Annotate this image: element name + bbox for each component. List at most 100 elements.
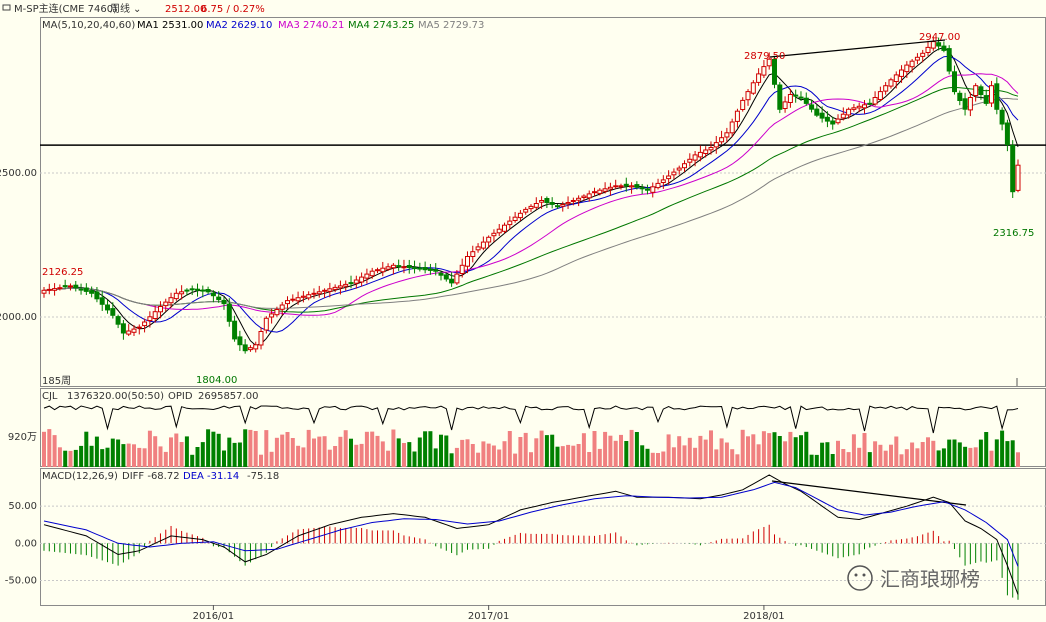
candle-body [692, 154, 698, 161]
candle-body [385, 266, 391, 270]
candle-body [173, 292, 179, 300]
volume-bar [867, 452, 872, 467]
volume-bar [465, 439, 470, 467]
candle-body [480, 241, 486, 249]
candle-body [184, 289, 190, 292]
macd-legend: MACD(12,26,9) DIFF -68.72 DEA -31.14 -75… [42, 471, 279, 482]
volume-bar [52, 435, 57, 467]
volume-bar [624, 441, 629, 467]
candle-body [793, 94, 799, 97]
candle-body [682, 163, 687, 169]
volume-bar [603, 431, 608, 467]
candle-body [708, 147, 714, 151]
candle-body [348, 282, 354, 285]
volume-bar [73, 449, 78, 467]
volume-bar [687, 437, 692, 467]
candle-body [364, 273, 370, 279]
volume-bar [476, 452, 481, 467]
volume-bar [518, 437, 523, 467]
candle-body [925, 46, 931, 54]
volume-bar [777, 436, 782, 467]
candle-body [62, 285, 68, 288]
candle-body [465, 256, 470, 267]
candle-body [819, 112, 825, 119]
candle-body [68, 285, 73, 288]
candle-body [1010, 144, 1016, 193]
volume-bar [338, 436, 343, 467]
candle-body [115, 316, 121, 325]
candle-body [253, 344, 259, 350]
volume-bar [497, 449, 502, 467]
candle-body [131, 328, 137, 333]
candle-body [994, 83, 1000, 110]
candle-body [523, 208, 529, 213]
volume-bar [952, 439, 957, 467]
candle-body [528, 205, 534, 210]
candle-body [989, 85, 994, 104]
candle-body [549, 202, 555, 205]
macd-tick-label: 50.00 [8, 501, 37, 512]
volume-bar [645, 448, 650, 467]
candle-body [375, 269, 380, 272]
volume-bar [820, 442, 825, 467]
candle-body [544, 198, 550, 203]
volume-bar [539, 430, 544, 467]
macd-hist: -75.18 [247, 471, 279, 482]
watermark-text: 汇商琅琊榜 [880, 567, 980, 591]
volume-bar [814, 454, 819, 467]
volume-bar [169, 437, 173, 467]
macd-dea-line [43, 481, 1019, 567]
candle-body [687, 158, 693, 163]
price-tick-2500: 2500.00 [0, 168, 37, 179]
high2-label: 2947.00 [919, 32, 960, 43]
open-interest-line [43, 405, 1019, 434]
window-icon [2, 4, 11, 11]
volume-bar [587, 452, 592, 467]
volume-bar [460, 439, 465, 467]
volume-bar [682, 445, 687, 467]
candle-body [443, 274, 449, 280]
volume-bar [671, 447, 676, 467]
candle-body [539, 200, 545, 203]
volume-bar [507, 431, 512, 467]
candle-body [978, 86, 984, 96]
candle-body [247, 347, 253, 351]
volume-bar [63, 450, 68, 467]
volume-bar [359, 443, 364, 467]
volume-bar [222, 450, 226, 467]
period-selector[interactable]: 周线 [110, 2, 130, 15]
candle-body [237, 336, 243, 346]
candle-body [46, 288, 52, 291]
ma-legend: MA(5,10,20,40,60) MA1 2531.00 MA2 2629.1… [42, 20, 484, 31]
candle-body [904, 64, 910, 73]
candle-body [327, 288, 333, 292]
candle-body [946, 48, 952, 72]
candle-body [719, 137, 725, 143]
candle-body [936, 42, 942, 47]
candle-body [120, 323, 126, 334]
candle-body [189, 288, 195, 291]
volume-bar [491, 445, 496, 467]
candle-body [226, 303, 232, 322]
candle-body [999, 109, 1005, 125]
candle-body [740, 99, 746, 111]
volume-bar [502, 441, 507, 467]
ma5-line [43, 97, 1019, 309]
volume-bar [761, 431, 766, 467]
candle-body [840, 113, 846, 119]
candle-body [576, 197, 582, 201]
volume-bar [402, 443, 406, 467]
candle-body [586, 193, 592, 199]
chevron-down-icon[interactable]: ⌄ [133, 4, 141, 15]
volume-bar [142, 448, 147, 467]
candle-body [52, 288, 58, 291]
candle-body [676, 167, 682, 171]
volume-bar [581, 433, 586, 467]
volume-bar [433, 448, 438, 467]
candle-body [279, 304, 285, 310]
candle-body [645, 188, 650, 191]
volume-bar [100, 449, 105, 467]
volume-bar [439, 434, 443, 467]
ma2-line [43, 55, 1019, 333]
